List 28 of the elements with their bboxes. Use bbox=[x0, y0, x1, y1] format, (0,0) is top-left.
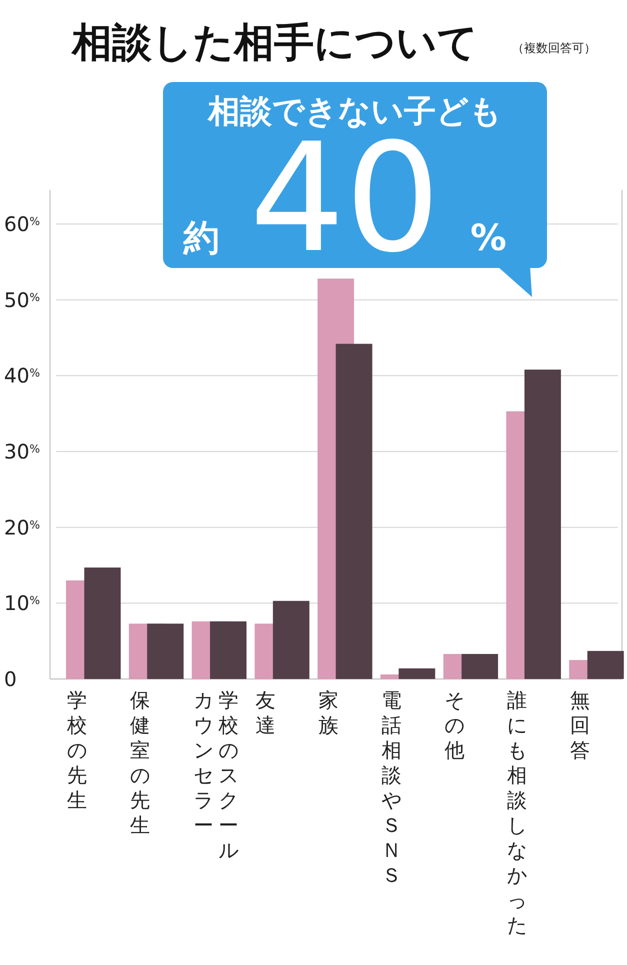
y-tick-label: 60$^{%}$ bbox=[4, 212, 40, 236]
bar bbox=[272, 600, 310, 679]
y-tick-label: 40$^{%}$ bbox=[4, 364, 40, 388]
bar bbox=[210, 621, 246, 679]
x-tick-label: 学校の先生 bbox=[66, 688, 88, 813]
y-tick-label: 10$^{%}$ bbox=[4, 591, 40, 616]
x-tick-label: 友達 bbox=[254, 688, 277, 738]
chart-title: 相談した相手について bbox=[71, 20, 478, 66]
chart-subtitle: （複数回答可） bbox=[512, 41, 596, 55]
bar bbox=[462, 654, 498, 679]
y-tick-label: 50$^{%}$ bbox=[4, 288, 40, 312]
y-tick-label: 0 bbox=[4, 667, 17, 691]
text: 相談できない子ども bbox=[207, 92, 502, 130]
x-tick-label: 保健室の先生 bbox=[128, 688, 151, 838]
category-label: 学校のスクールカウンセラー bbox=[193, 688, 238, 862]
bar bbox=[398, 668, 436, 679]
y-tick-label: 20$^{%}$ bbox=[4, 515, 40, 540]
bar bbox=[84, 568, 121, 679]
bar bbox=[147, 624, 184, 679]
bar bbox=[336, 344, 372, 679]
category-label: 誰にも相談しなかった bbox=[507, 688, 528, 937]
bar bbox=[524, 370, 561, 679]
x-tick-label: 家族 bbox=[318, 688, 340, 738]
x-tick-label: 電話相談やＳＮＳ bbox=[380, 688, 402, 888]
bar bbox=[587, 650, 624, 679]
y-tick-label: 30$^{%}$ bbox=[4, 440, 40, 464]
x-tick-label: その他 bbox=[443, 688, 466, 763]
x-tick-label: 無回答 bbox=[569, 688, 592, 763]
